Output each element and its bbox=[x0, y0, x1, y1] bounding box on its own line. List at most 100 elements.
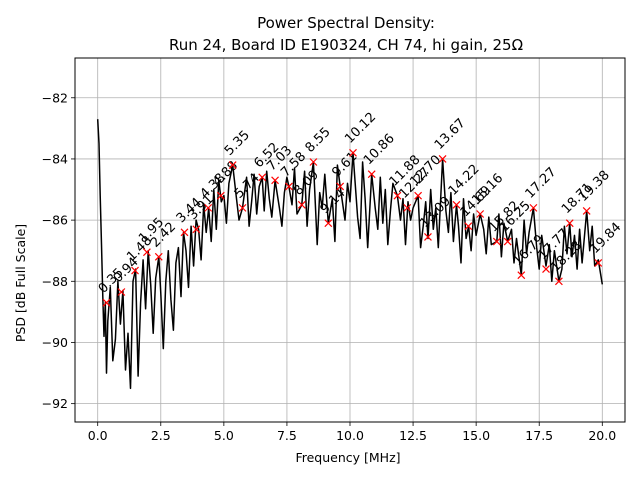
peak-marker bbox=[204, 203, 213, 212]
peak-x-stroke bbox=[542, 265, 550, 273]
y-tick-label: −92 bbox=[42, 396, 68, 411]
peak-marker bbox=[542, 265, 550, 273]
peak-x-stroke bbox=[336, 182, 345, 191]
peak-marker bbox=[271, 176, 279, 185]
peak-marker bbox=[309, 158, 318, 166]
x-tick-label: 0.0 bbox=[88, 428, 108, 443]
peak-x-stroke bbox=[414, 191, 423, 200]
peak-x-stroke bbox=[154, 252, 163, 261]
peak-x-stroke bbox=[204, 203, 213, 212]
peak-x-stroke bbox=[258, 173, 267, 182]
peak-marker bbox=[594, 259, 603, 267]
peak-marker bbox=[192, 225, 201, 234]
peak-marker bbox=[117, 288, 126, 296]
peak-marker bbox=[414, 191, 423, 200]
peak-marker bbox=[324, 219, 333, 228]
peak-x-stroke bbox=[492, 237, 501, 246]
peak-marker bbox=[492, 237, 501, 246]
peak-marker bbox=[142, 248, 151, 257]
peak-marker bbox=[424, 233, 432, 241]
peak-marker bbox=[529, 203, 538, 212]
peak-marker bbox=[238, 203, 247, 212]
peak-x-stroke bbox=[142, 248, 151, 257]
y-tick-label: −88 bbox=[42, 274, 68, 289]
peak-x-stroke bbox=[393, 191, 402, 200]
peak-x-stroke bbox=[271, 176, 279, 185]
x-tick-label: 15.0 bbox=[462, 428, 490, 443]
x-tick-label: 17.5 bbox=[525, 428, 553, 443]
x-tick-label: 2.5 bbox=[151, 428, 171, 443]
y-tick-label: −86 bbox=[42, 213, 68, 228]
peak-x-stroke bbox=[180, 228, 189, 237]
peak-marker bbox=[131, 266, 139, 275]
peak-marker bbox=[464, 222, 473, 231]
peak-x-stroke bbox=[228, 161, 237, 169]
peak-marker bbox=[476, 210, 485, 218]
peak-marker bbox=[297, 200, 306, 209]
y-tick-label: −84 bbox=[42, 151, 68, 166]
peak-marker bbox=[503, 237, 512, 246]
y-axis-ticks: −92 −90 −88 −86 −84 −82 bbox=[42, 90, 75, 411]
peak-marker bbox=[565, 219, 574, 228]
x-tick-label: 10.0 bbox=[336, 428, 364, 443]
y-axis-label: PSD [dB Full Scale] bbox=[13, 224, 28, 342]
peak-x-stroke bbox=[438, 155, 447, 163]
y-tick-label: −90 bbox=[42, 335, 68, 350]
x-tick-label: 20.0 bbox=[588, 428, 616, 443]
peak-x-stroke bbox=[517, 271, 526, 280]
peak-x-stroke bbox=[554, 277, 563, 286]
peak-marker bbox=[336, 182, 345, 191]
peak-x-stroke bbox=[309, 158, 318, 166]
peak-x-stroke bbox=[297, 200, 306, 209]
peak-marker bbox=[452, 200, 461, 209]
peak-marker bbox=[349, 148, 357, 157]
peak-x-stroke bbox=[324, 219, 333, 228]
peak-x-stroke bbox=[216, 191, 225, 200]
peak-x-stroke bbox=[582, 207, 591, 215]
peak-x-stroke bbox=[452, 200, 461, 209]
peak-marker bbox=[285, 182, 293, 191]
peak-x-stroke bbox=[349, 148, 357, 157]
psd-series-line bbox=[96, 119, 604, 390]
peak-x-stroke bbox=[367, 170, 376, 179]
peak-marker bbox=[517, 271, 526, 280]
peak-x-stroke bbox=[476, 210, 485, 218]
peak-marker bbox=[180, 228, 189, 237]
peak-x-stroke bbox=[594, 259, 603, 267]
peak-x-stroke bbox=[117, 288, 126, 296]
peak-marker bbox=[258, 173, 267, 182]
peak-x-stroke bbox=[565, 219, 574, 228]
grid bbox=[75, 58, 625, 422]
x-tick-label: 12.5 bbox=[399, 428, 427, 443]
x-tick-label: 7.5 bbox=[277, 428, 297, 443]
peak-marker bbox=[438, 155, 447, 163]
peak-marker bbox=[216, 191, 225, 200]
peak-marker bbox=[228, 161, 237, 169]
peak-marker bbox=[367, 170, 376, 179]
peak-marker bbox=[403, 203, 412, 212]
series-layer bbox=[96, 119, 604, 390]
peak-x-stroke bbox=[238, 203, 247, 212]
peak-x-stroke bbox=[131, 266, 139, 275]
peak-x-stroke bbox=[403, 203, 412, 212]
chart-title: Power Spectral Density: bbox=[257, 14, 435, 32]
peak-x-stroke bbox=[529, 203, 538, 212]
peak-marker bbox=[102, 298, 111, 307]
x-axis-ticks: 0.0 2.5 5.0 7.5 10.0 12.5 15.0 17.5 20.0 bbox=[88, 422, 616, 443]
peak-marker bbox=[393, 191, 402, 200]
peak-x-stroke bbox=[285, 182, 293, 191]
peak-x-stroke bbox=[102, 298, 111, 307]
y-tick-label: −82 bbox=[42, 90, 68, 105]
peak-x-stroke bbox=[192, 225, 201, 234]
chart-subtitle: Run 24, Board ID E190324, CH 74, hi gain… bbox=[169, 36, 523, 54]
x-tick-label: 5.0 bbox=[214, 428, 234, 443]
peak-x-stroke bbox=[424, 233, 432, 241]
peak-x-stroke bbox=[503, 237, 512, 246]
peak-x-stroke bbox=[464, 222, 473, 231]
x-axis-label: Frequency [MHz] bbox=[295, 450, 400, 465]
peak-marker bbox=[582, 207, 591, 215]
peak-marker bbox=[154, 252, 163, 261]
peak-marker bbox=[554, 277, 563, 286]
